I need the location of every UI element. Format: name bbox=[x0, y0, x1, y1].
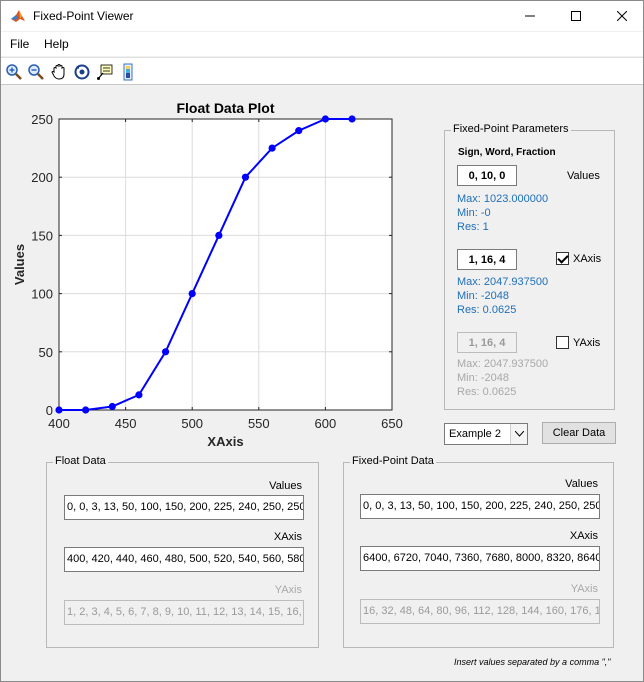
plot-panel: 400 450 500 550 600 650 0 50 100 150 200 250 Float D… bbox=[1, 91, 421, 451]
y-tick-label: 200 bbox=[31, 170, 53, 185]
yaxis-checkbox[interactable] bbox=[556, 336, 569, 349]
data-point bbox=[321, 115, 329, 123]
zoom-out-icon bbox=[28, 64, 44, 80]
x-tick-label: 450 bbox=[115, 416, 137, 431]
xaxis-param-label: XAxis bbox=[573, 253, 602, 265]
pan-button[interactable] bbox=[49, 62, 69, 82]
close-icon bbox=[617, 11, 627, 21]
panel-legend: Fixed-Point Parameters bbox=[451, 123, 571, 135]
param-header: Sign, Word, Fraction bbox=[458, 147, 556, 158]
xaxis-param-input[interactable]: 1, 16, 4 bbox=[457, 249, 517, 270]
y-tick-label: 150 bbox=[31, 228, 53, 243]
plot-background bbox=[59, 119, 392, 410]
float-xaxis-input[interactable]: 400, 420, 440, 460, 480, 500, 520, 540, … bbox=[64, 547, 304, 572]
data-cursor-icon bbox=[97, 64, 113, 80]
title-bar: Fixed-Point Viewer bbox=[1, 1, 643, 31]
y-tick-label: 50 bbox=[39, 345, 53, 360]
maximize-icon bbox=[571, 11, 581, 21]
yaxis-param-input[interactable]: 1, 16, 4 bbox=[457, 332, 517, 353]
fixed-yaxis-input[interactable]: 16, 32, 48, 64, 80, 96, 112, 128, 144, 1… bbox=[360, 599, 600, 624]
x-tick-label: 600 bbox=[315, 416, 337, 431]
menu-file[interactable]: File bbox=[10, 37, 30, 51]
data-point bbox=[161, 348, 170, 356]
maximize-button[interactable] bbox=[553, 1, 599, 31]
chart-title: Float Data Plot bbox=[176, 100, 274, 116]
x-axis-label: XAxis bbox=[207, 434, 243, 449]
data-point bbox=[55, 406, 63, 414]
float-data-plot[interactable]: 400 450 500 550 600 650 0 50 100 150 200 250 Float D… bbox=[1, 91, 421, 451]
rotate-button[interactable] bbox=[72, 62, 92, 82]
toolbar bbox=[1, 57, 643, 85]
values-min: Min: -0 bbox=[457, 207, 491, 219]
data-point bbox=[188, 290, 196, 298]
y-tick-label: 0 bbox=[46, 403, 53, 418]
values-res: Res: 1 bbox=[457, 221, 489, 233]
data-point bbox=[268, 144, 276, 152]
data-point bbox=[82, 406, 90, 414]
close-button[interactable] bbox=[599, 1, 644, 31]
fixed-xaxis-label: XAxis bbox=[569, 530, 598, 542]
yaxis-param-label: YAxis bbox=[573, 337, 601, 349]
footnote: Insert values separated by a comma "," bbox=[454, 657, 611, 667]
data-point bbox=[241, 173, 250, 181]
float-yaxis-input[interactable]: 1, 2, 3, 4, 5, 6, 7, 8, 9, 10, 11, 12, 1… bbox=[64, 600, 304, 625]
zoom-in-button[interactable] bbox=[4, 62, 24, 82]
y-tick-label: 250 bbox=[31, 112, 53, 127]
data-point bbox=[348, 115, 356, 123]
series-line bbox=[59, 118, 353, 411]
x-tick-label: 650 bbox=[381, 416, 403, 431]
float-values-label: Values bbox=[269, 480, 302, 492]
x-tick-label: 500 bbox=[181, 416, 203, 431]
minimize-button[interactable] bbox=[507, 1, 553, 31]
fixed-yaxis-label: YAxis bbox=[570, 583, 598, 595]
panel-legend: Fixed-Point Data bbox=[350, 455, 436, 467]
data-point bbox=[108, 402, 116, 411]
fixed-point-data-panel: Fixed-Point Data Values 0, 0, 3, 13, 50,… bbox=[343, 455, 614, 648]
menu-help[interactable]: Help bbox=[44, 37, 69, 51]
window-title: Fixed-Point Viewer bbox=[33, 9, 134, 23]
fixed-point-parameters-panel: Fixed-Point Parameters Sign, Word, Fract… bbox=[444, 123, 615, 410]
float-data-panel: Float Data Values 0, 0, 3, 13, 50, 100, … bbox=[46, 455, 319, 648]
panel-legend: Float Data bbox=[53, 455, 108, 467]
clear-data-button[interactable]: Clear Data bbox=[542, 422, 616, 444]
values-max: Max: 1023.000000 bbox=[457, 193, 549, 205]
float-xaxis-label: XAxis bbox=[273, 531, 302, 543]
yaxis-max: Max: 2047.937500 bbox=[457, 358, 549, 370]
rotate-icon bbox=[74, 64, 90, 80]
zoom-in-icon bbox=[6, 64, 22, 80]
y-axis-label: Values bbox=[12, 244, 27, 285]
plot-frame bbox=[58, 118, 393, 411]
values-param-input[interactable]: 0, 10, 0 bbox=[457, 165, 517, 186]
data-point bbox=[215, 231, 223, 239]
fixed-values-input[interactable]: 0, 0, 3, 13, 50, 100, 150, 200, 225, 240… bbox=[360, 494, 600, 519]
fixed-xaxis-input[interactable]: 6400, 6720, 7040, 7360, 7680, 8000, 8320… bbox=[360, 546, 600, 571]
xaxis-max: Max: 2047.937500 bbox=[457, 276, 549, 288]
data-point bbox=[135, 391, 143, 399]
colorbar-button[interactable] bbox=[118, 62, 138, 82]
example-select[interactable]: Example 2 bbox=[444, 423, 528, 445]
fixed-values-label: Values bbox=[565, 478, 598, 490]
xaxis-res: Res: 0.0625 bbox=[457, 304, 517, 316]
yaxis-min: Min: -2048 bbox=[457, 372, 509, 384]
xaxis-checkbox[interactable] bbox=[556, 252, 569, 265]
data-point bbox=[295, 127, 303, 135]
minimize-icon bbox=[525, 15, 535, 17]
colorbar-icon bbox=[123, 63, 133, 81]
data-cursor-button[interactable] bbox=[95, 62, 115, 82]
example-select-value: Example 2 bbox=[449, 428, 501, 440]
chevron-down-icon bbox=[510, 424, 527, 444]
float-yaxis-label: YAxis bbox=[274, 584, 302, 596]
x-tick-label: 400 bbox=[48, 416, 70, 431]
x-tick-label: 550 bbox=[248, 416, 270, 431]
menu-bar: File Help bbox=[1, 32, 643, 56]
matlab-icon bbox=[11, 10, 25, 22]
y-tick-label: 100 bbox=[31, 287, 53, 302]
xaxis-min: Min: -2048 bbox=[457, 290, 509, 302]
zoom-out-button[interactable] bbox=[26, 62, 46, 82]
pan-icon bbox=[51, 64, 65, 80]
float-values-input[interactable]: 0, 0, 3, 13, 50, 100, 150, 200, 225, 240… bbox=[64, 495, 304, 520]
values-param-label: Values bbox=[567, 170, 600, 182]
yaxis-res: Res: 0.0625 bbox=[457, 386, 517, 398]
